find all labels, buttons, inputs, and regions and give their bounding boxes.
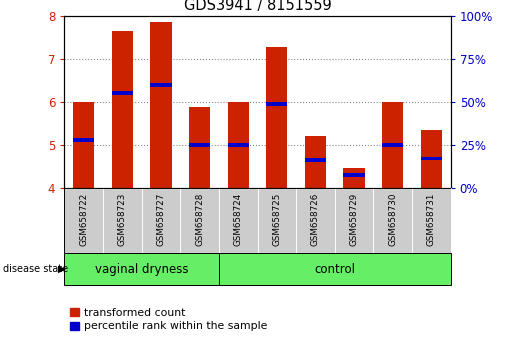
Bar (344, 168, 365, 188)
Bar (335, 188, 373, 253)
Text: GSM658731: GSM658731 (427, 193, 436, 246)
Text: GSM658725: GSM658725 (272, 193, 281, 246)
Bar (189, 143, 210, 147)
Bar (421, 156, 442, 160)
Bar (382, 143, 403, 147)
Bar (219, 188, 258, 253)
Bar (228, 143, 249, 147)
Bar (112, 31, 133, 188)
Bar (180, 188, 219, 253)
Bar (305, 136, 326, 188)
Bar (344, 173, 365, 177)
Legend: transformed count, percentile rank within the sample: transformed count, percentile rank withi… (70, 308, 268, 331)
Bar (64, 188, 103, 253)
Text: GSM658727: GSM658727 (157, 193, 165, 246)
Bar (228, 102, 249, 188)
Bar (150, 22, 171, 188)
Text: disease state: disease state (3, 264, 67, 274)
Bar (296, 188, 335, 253)
Bar (103, 188, 142, 253)
Text: GSM658726: GSM658726 (311, 193, 320, 246)
Bar (73, 138, 94, 142)
Bar (142, 188, 180, 253)
Bar (258, 188, 296, 253)
Text: GSM658724: GSM658724 (234, 193, 243, 246)
Bar (382, 102, 403, 188)
Bar (73, 102, 94, 188)
Bar (266, 102, 287, 106)
Bar (305, 158, 326, 162)
Text: vaginal dryness: vaginal dryness (95, 263, 188, 275)
Text: GSM658722: GSM658722 (79, 193, 88, 246)
Text: GSM658723: GSM658723 (118, 193, 127, 246)
Bar (150, 83, 171, 86)
Text: GSM658730: GSM658730 (388, 193, 397, 246)
Title: GDS3941 / 8151559: GDS3941 / 8151559 (184, 0, 331, 13)
Bar (412, 188, 451, 253)
Text: GSM658729: GSM658729 (350, 193, 358, 246)
Bar (373, 188, 412, 253)
Bar (64, 253, 219, 285)
Text: ▶: ▶ (58, 264, 66, 274)
Bar (189, 107, 210, 188)
Bar (266, 47, 287, 188)
Text: control: control (314, 263, 355, 275)
Text: GSM658728: GSM658728 (195, 193, 204, 246)
Bar (421, 130, 442, 188)
Bar (112, 91, 133, 95)
Bar (219, 253, 451, 285)
